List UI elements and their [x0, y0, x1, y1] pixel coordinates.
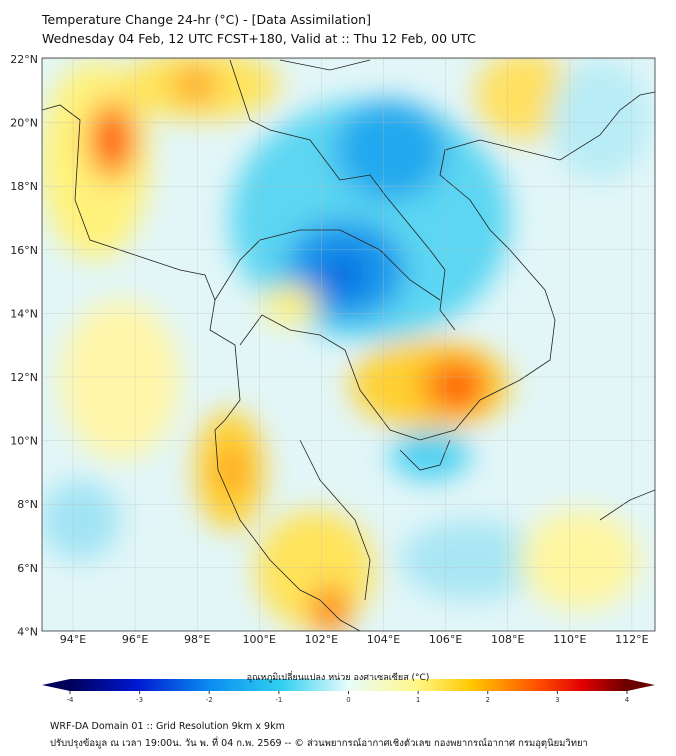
- lat-label: 18°N: [10, 180, 38, 193]
- lat-label: 14°N: [10, 307, 38, 320]
- colorbar-tick-label: 1: [416, 696, 420, 704]
- temperature-field: [42, 58, 655, 631]
- footer-line1: WRF-DA Domain 01 :: Grid Resolution 9km …: [50, 721, 285, 732]
- lon-label: 96°E: [122, 633, 148, 646]
- lat-label: 20°N: [10, 117, 38, 130]
- lon-label: 110°E: [553, 633, 586, 646]
- lat-label: 4°N: [17, 625, 38, 638]
- chart-title: Temperature Change 24-hr (°C) - [Data As…: [42, 12, 371, 27]
- lat-label: 22°N: [10, 53, 38, 66]
- colorbar-tick-label: -2: [206, 696, 213, 704]
- lat-label: 10°N: [10, 435, 38, 448]
- lat-label: 6°N: [17, 562, 38, 575]
- lon-label: 98°E: [184, 633, 210, 646]
- footer-line2: ปรับปรุงข้อมูล ณ เวลา 19:00น. วัน พ. ที่…: [50, 738, 588, 749]
- colorbar-tick-label: 0: [346, 696, 350, 704]
- colorbar-tick-label: 2: [486, 696, 490, 704]
- colorbar-max-arrow: [627, 679, 655, 691]
- colorbar-tick-label: 3: [555, 696, 559, 704]
- lon-label: 108°E: [491, 633, 524, 646]
- colorbar-tick-label: -1: [275, 696, 282, 704]
- lat-label: 8°N: [17, 498, 38, 511]
- lon-label: 102°E: [305, 633, 338, 646]
- colorbar-min-arrow: [42, 679, 70, 691]
- map-frame: [41, 57, 656, 632]
- colorbar: [70, 679, 627, 691]
- lon-label: 106°E: [429, 633, 462, 646]
- colorbar-tick-label: -4: [67, 696, 75, 704]
- colorbar-tick-label: 4: [625, 696, 630, 704]
- lon-label: 94°E: [60, 633, 86, 646]
- colorbar-tick-label: -3: [136, 696, 143, 704]
- lat-label: 16°N: [10, 244, 38, 257]
- lon-label: 100°E: [243, 633, 276, 646]
- coastlines-borders: [42, 59, 655, 631]
- lat-label: 12°N: [10, 371, 38, 384]
- lon-label: 112°E: [615, 633, 648, 646]
- chart-subtitle: Wednesday 04 Feb, 12 UTC FCST+180, Valid…: [42, 31, 476, 46]
- lon-label: 104°E: [367, 633, 400, 646]
- colorbar-caption: อุณหภูมิเปลี่ยนแปลง หน่วย องศาเซลเซียส (…: [246, 673, 430, 683]
